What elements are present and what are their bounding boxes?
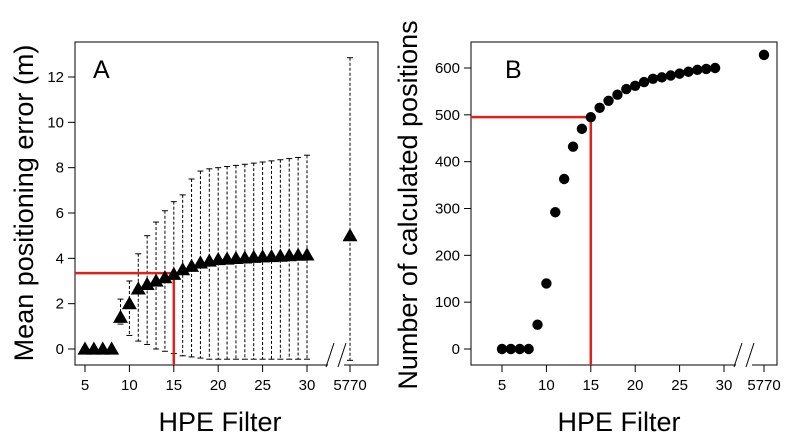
panel-b-plot-frame xyxy=(470,41,778,366)
panel-a-y-tick-label: 12 xyxy=(47,69,64,86)
panel-a-ticks: 5 10 15 20 25 30 5770 0 2 4 6 8 10 12 xyxy=(47,69,366,394)
panel-b-data-point xyxy=(567,141,579,152)
panel-b-data-point xyxy=(523,343,534,355)
panel-a-x-tick-label: 5 xyxy=(81,377,89,394)
panel-a-x-tick-label-extra: 5770 xyxy=(333,377,366,394)
panel-b-y-axis-title: Number of calculated positions xyxy=(393,20,423,389)
panel-b-y-tick-label: 100 xyxy=(435,294,460,311)
panel-b-data-point xyxy=(550,207,561,218)
panel-b-y-tick-label: 400 xyxy=(435,154,460,171)
panel-a-plot-frame xyxy=(74,41,379,366)
panel-b-x-tick-label: 5 xyxy=(498,377,506,394)
panel-a-data-point-extra xyxy=(342,228,358,242)
panel-b-data-point xyxy=(647,73,659,84)
panel-b-data-point xyxy=(709,62,721,74)
panel-b-data-point xyxy=(514,343,525,355)
panel-b-data-point xyxy=(532,319,543,330)
panel-b-data-point xyxy=(558,173,570,185)
panel-a-axis-break-slash-left xyxy=(325,342,335,368)
panel-b-x-axis-title: HPE Filter xyxy=(557,407,680,437)
panel-a-axis-break-slash-right xyxy=(337,342,347,368)
panel-a-y-tick-label: 4 xyxy=(56,250,64,267)
panel-a-x-tick-label: 25 xyxy=(254,377,271,394)
panel-b-data-point xyxy=(496,343,508,355)
panel-a-data-point xyxy=(175,262,191,276)
panel-a-x-tick-label: 20 xyxy=(210,377,227,394)
panel-b-ticks: 5 10 15 20 25 30 5770 0 100 200 300 400 500 600 xyxy=(435,60,781,394)
panel-a-data-point xyxy=(157,270,173,284)
panel-b-data-point xyxy=(603,95,614,106)
panel-b-axis-break xyxy=(733,342,755,369)
panel-b-threshold-lines xyxy=(471,115,593,365)
panel-b-y-tick-label: 0 xyxy=(452,341,460,358)
panel-b-points xyxy=(496,49,770,355)
panel-b-axis-break-slash-left xyxy=(733,342,743,368)
panel-a-points xyxy=(77,228,358,355)
panel-a-data-point xyxy=(104,341,120,355)
panel-b-data-point xyxy=(505,343,517,355)
panel-a-data-point xyxy=(166,266,182,280)
panel-b-data-point xyxy=(541,278,552,289)
panel-b-data-point xyxy=(683,66,694,77)
panel-b-data-point-extra xyxy=(758,49,770,61)
panel-a-letter: A xyxy=(93,56,110,84)
panel-b-data-point xyxy=(692,64,703,76)
panel-b-x-tick-label: 30 xyxy=(716,377,733,394)
panel-a-x-tick-label: 15 xyxy=(165,377,182,394)
panel-b-data-point xyxy=(656,72,668,83)
panel-a-data-point xyxy=(139,276,155,291)
panel-a-data-point xyxy=(299,247,315,261)
panel-b-x-tick-label: 20 xyxy=(627,377,644,394)
panel-b-axis-break-slash-right xyxy=(745,342,755,368)
panel-b-letter: B xyxy=(505,56,522,84)
panel-b-x-tick-label: 15 xyxy=(582,377,599,394)
panel-b-data-point xyxy=(594,102,605,114)
panel-a-y-tick-label: 0 xyxy=(56,341,64,358)
panel-b-data-point xyxy=(665,70,676,81)
panel-a-y-tick-label: 6 xyxy=(56,205,64,222)
panel-a-y-tick-label: 2 xyxy=(56,296,64,313)
panel-a-data-point xyxy=(113,309,129,323)
panel-b-x-tick-label: 25 xyxy=(671,377,688,394)
panel-a-axis-break xyxy=(325,342,347,369)
panel-a-y-tick-label: 10 xyxy=(47,114,64,131)
panel-a: A Mean positioning error (m) HPE Filter … xyxy=(9,41,379,437)
panel-b-data-point xyxy=(630,80,641,91)
panel-a-threshold-lines xyxy=(75,271,176,365)
panel-a-data-point xyxy=(184,258,200,272)
panel-a-y-axis-title: Mean positioning error (m) xyxy=(9,45,39,362)
panel-a-axis-break-mask xyxy=(328,345,344,369)
panel-a-x-tick-label: 10 xyxy=(121,377,138,394)
panel-a-data-point xyxy=(130,281,146,295)
panel-b: B Number of calculated positions HPE Fil… xyxy=(393,20,781,437)
panel-b-data-point xyxy=(701,63,712,75)
panel-b-data-point xyxy=(585,111,596,123)
panel-a-x-tick-label: 30 xyxy=(299,377,316,394)
panel-a-data-point xyxy=(121,296,137,310)
panel-b-data-point xyxy=(638,76,650,88)
panel-a-error-bars xyxy=(117,57,353,361)
panel-b-data-point xyxy=(621,83,632,95)
panel-b-data-point xyxy=(612,89,623,100)
panel-a-data-point xyxy=(148,273,164,287)
panel-b-y-tick-label: 600 xyxy=(435,60,460,77)
panel-b-data-point xyxy=(576,123,588,135)
panel-a-y-tick-label: 8 xyxy=(56,160,64,177)
panel-b-y-tick-label: 300 xyxy=(435,201,460,218)
panel-b-x-tick-label-extra: 5770 xyxy=(747,377,780,394)
panel-b-x-tick-label: 10 xyxy=(538,377,555,394)
panel-b-axis-break-mask xyxy=(736,345,752,369)
panel-b-y-tick-label: 200 xyxy=(435,247,460,264)
panel-a-x-axis-title: HPE Filter xyxy=(158,407,281,437)
panel-b-y-tick-label: 500 xyxy=(435,107,460,124)
panel-b-data-point xyxy=(674,68,685,79)
